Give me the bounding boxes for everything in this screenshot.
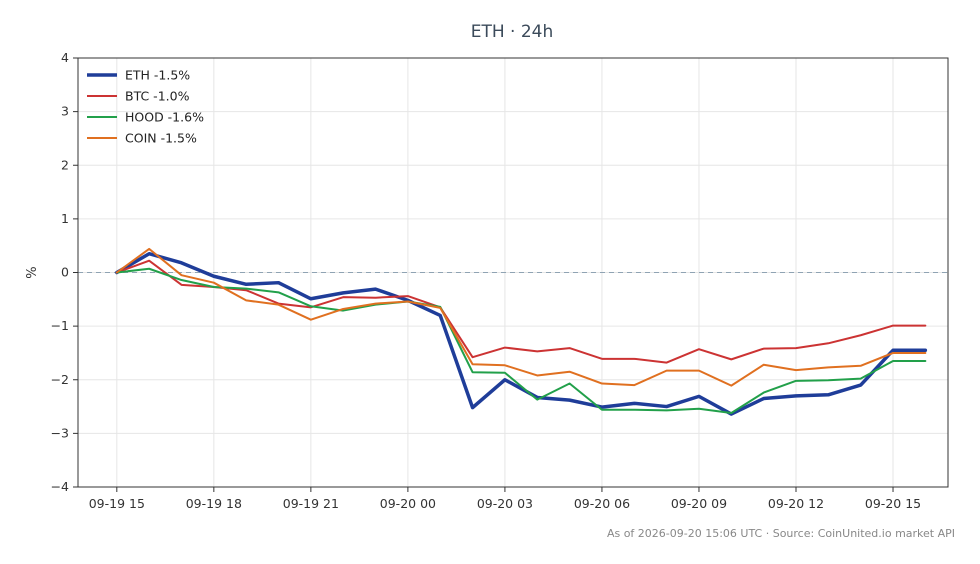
legend-label-2: HOOD -1.6% <box>125 110 204 125</box>
y-tick-label-5: 1 <box>61 211 69 226</box>
footer-source: As of 2026-09-20 15:06 UTC · Source: Coi… <box>607 527 955 540</box>
series-line-0 <box>115 251 928 416</box>
y-axis: −4 −3 −2 −1 0 1 2 3 4 <box>51 50 78 494</box>
x-tick-label-1: 09-19 18 <box>186 496 242 511</box>
x-tick-label-7: 09-20 12 <box>768 496 824 511</box>
x-tick-label-2: 09-19 21 <box>283 496 339 511</box>
y-tick-label-4: 0 <box>61 265 69 280</box>
legend: ETH -1.5% BTC -1.0% HOOD -1.6% COIN -1.5% <box>87 68 204 146</box>
x-tick-label-8: 09-20 15 <box>865 496 921 511</box>
y-tick-label-8: 4 <box>61 50 69 65</box>
y-tick-label-1: −3 <box>51 425 69 440</box>
series-line-2 <box>115 267 927 414</box>
x-tick-label-4: 09-20 03 <box>477 496 533 511</box>
y-tick-label-6: 2 <box>61 157 69 172</box>
y-axis-label: % <box>25 266 40 278</box>
y-tick-label-0: −4 <box>51 479 69 494</box>
series-layer <box>115 247 928 416</box>
y-tick-label-2: −2 <box>51 372 69 387</box>
legend-label-0: ETH -1.5% <box>125 68 190 83</box>
x-tick-label-3: 09-20 00 <box>380 496 436 511</box>
legend-label-1: BTC -1.0% <box>125 89 190 104</box>
series-line-3 <box>115 247 927 387</box>
x-tick-label-6: 09-20 09 <box>671 496 727 511</box>
x-tick-label-5: 09-20 06 <box>574 496 630 511</box>
x-tick-label-0: 09-19 15 <box>89 496 145 511</box>
y-tick-label-3: −1 <box>51 318 69 333</box>
x-axis: 09-19 15 09-19 18 09-19 21 09-20 00 09-20 03… <box>89 487 921 511</box>
legend-label-3: COIN -1.5% <box>125 131 197 146</box>
series-line-1 <box>115 259 927 364</box>
chart-title: ETH · 24h <box>471 22 554 42</box>
y-tick-label-7: 3 <box>61 104 69 119</box>
